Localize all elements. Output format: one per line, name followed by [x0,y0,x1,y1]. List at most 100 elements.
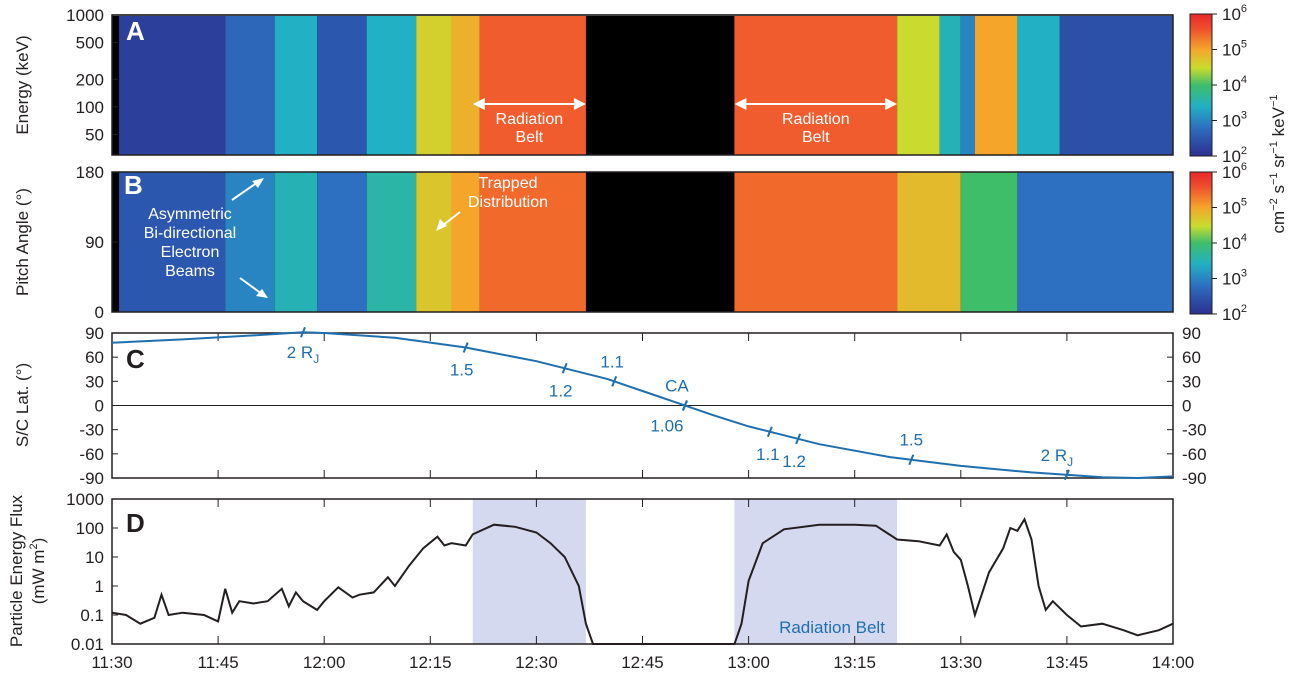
panel-d-ytick-label: 10 [85,548,104,567]
colorbar-tick-label: 104 [1222,74,1247,95]
colorbar-tick-label: 106 [1222,3,1247,24]
spectrogram-band-a-11 [939,15,961,155]
panel-b-ytick-label: 0 [95,303,104,322]
latitude-marker-tick [300,326,306,338]
spectrogram-band-a-5 [416,15,452,155]
colorbar-tick-label: 105 [1222,197,1247,218]
panel-a-ytick-label: 500 [76,34,104,53]
spectrogram-band-a-6 [451,15,480,155]
radiation-belt-region-label: Radiation Belt [779,618,885,637]
radiation-belt-label: Belt [802,129,830,146]
panel-c-ytick-label-left: -30 [79,421,104,440]
spectrogram-band-a-2 [274,15,318,155]
xtick-label: 13:45 [1046,653,1089,672]
beams-arrow-up [231,181,259,201]
panel-c-ytick-label-right: 30 [1182,372,1201,391]
panel-b-ytick-label: 90 [85,233,104,252]
latitude-marker-label: 1.2 [549,381,573,400]
panel-c-ytick-label-right: -60 [1182,445,1207,464]
colorbar-tick-label: 103 [1222,110,1247,131]
xtick-label: 11:45 [197,653,238,672]
radiation-belt-shaded-region [734,499,898,644]
trapped-arrow [441,211,461,227]
colorbar-b [1189,171,1213,315]
latitude-marker-label: 1.06 [650,417,683,436]
spectrogram-band-b-7 [479,172,586,312]
beams-arrowhead-down [256,289,268,298]
spectrogram-band-a-0 [119,15,226,155]
panel-d-ytick-label: 100 [76,519,104,538]
flux-series-line [111,516,1174,645]
spectrogram-band-a-12 [960,15,975,155]
spectrogram-band-a-9 [734,15,898,155]
colorbar-tick-label: 104 [1222,232,1247,253]
latitude-marker-label: 1.1 [600,352,624,371]
colorbar-tick-label: 106 [1222,161,1247,182]
spectrogram-band-b-11 [960,172,1018,312]
panel-c-ytick-label-right: -90 [1182,469,1207,488]
latitude-marker-tick [795,433,802,445]
panel-b-label: B [124,170,143,200]
spectrogram-band-a-10 [897,15,940,155]
latitude-marker-tick [611,375,618,387]
beams-annotation-line: Asymmetric [148,206,232,223]
latitude-marker-label: 1.2 [782,452,806,471]
radiation-belt-label: Radiation [496,111,564,128]
spectrogram-band-b-2 [274,172,318,312]
xtick-label: 14:00 [1152,653,1195,672]
colorbar-tick-label: 102 [1222,145,1247,166]
panel-d-ytick-label: 1000 [66,490,104,509]
spectrogram-band-a-7 [479,15,586,155]
panel-a-ytick-label: 200 [76,70,104,89]
spectrogram-band-b-0 [119,172,226,312]
spectrogram-band-a-1 [225,15,275,155]
panel-a-ylabel: Energy (keV) [13,35,32,134]
panel-c-ytick-label-right: 60 [1182,348,1201,367]
xtick-label: 12:45 [621,653,664,672]
latitude-marker-tick [682,400,688,411]
panel-d-ylabel: Particle Energy Flux [7,494,26,647]
beams-arrowhead-up [252,178,264,188]
panel-c-spacecraft-latitude: 90 90 60 60 30 30 0 0 -30 -30 -60 -60 -90 -90 2 RJ 1.5… [13,324,1207,488]
panel-d-ytick-label: 0.01 [71,635,104,654]
panel-a-label: A [126,16,145,46]
spectrogram-band-a-14 [1017,15,1060,155]
latitude-marker-tick [462,342,469,353]
spectrogram-band-b-10 [897,172,961,312]
panel-a-frame [111,14,1174,156]
latitude-marker-label: CA [665,377,689,396]
spectrogram-band-a-13 [974,15,1018,155]
colorbar-a [1189,13,1213,157]
colorbar-tick-label: 105 [1222,39,1247,60]
latitude-marker-tick [908,454,915,466]
spectrogram-band-a-3 [317,15,367,155]
beams-annotation-line: Electron [161,244,220,261]
latitude-marker-tick [1063,469,1070,481]
latitude-marker-label: 1.1 [756,445,780,464]
radiation-belt-arrowhead-right [885,98,898,110]
panel-c-ytick-label-left: -90 [79,469,104,488]
panel-c-ytick-label-right: -30 [1182,421,1207,440]
spectrogram-band-b-4 [366,172,417,312]
panel-d-frame [111,498,1174,645]
beams-annotation-line: Bi-directional [144,225,236,242]
xtick-label: 13:15 [833,653,876,672]
latitude-marker-label: 1.5 [899,431,923,450]
latitude-series-line [111,331,1174,480]
beams-annotation-line: Beams [165,263,215,280]
panel-a-ytick-label: 50 [85,126,104,145]
latitude-marker-label: 2 RJ [287,343,319,366]
trapped-arrowhead [436,219,447,231]
colorbar-unit-label: cm−2 s−1 sr−1 keV−1 [1268,94,1288,233]
trapped-annotation-line: Distribution [468,194,548,211]
radiation-belt-arrowhead-right [573,98,586,110]
xtick-label: 12:00 [303,653,346,672]
colorbar-tick-label: 103 [1222,268,1247,289]
spectrogram-band-b-6 [451,172,480,312]
spectrogram-band-b-5 [416,172,452,312]
latitude-marker-label: 2 RJ [1041,446,1073,469]
latitude-marker-tick [766,426,773,438]
beams-arrow-down [239,277,263,295]
